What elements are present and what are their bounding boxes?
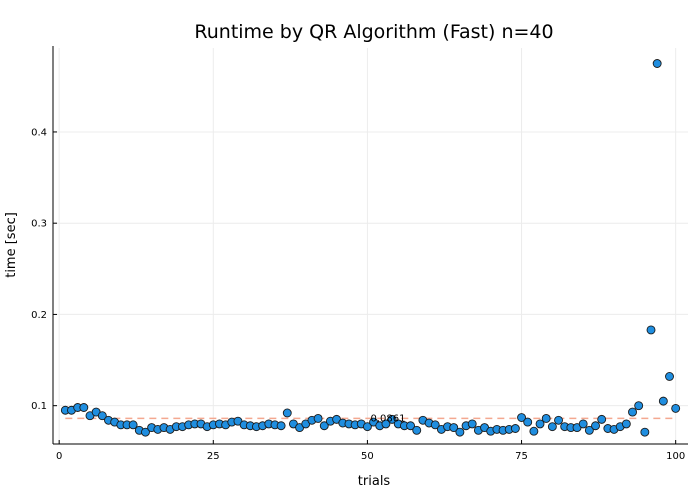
data-point	[313, 414, 323, 423]
grid-lines	[53, 48, 688, 444]
data-point	[449, 423, 459, 433]
y-tick-label: 0.4	[31, 127, 47, 138]
mean-label: 0.0861	[371, 413, 406, 424]
data-point	[141, 427, 150, 437]
x-tick-labels: 0 25 50 75 100	[56, 451, 685, 462]
data-point	[430, 420, 440, 430]
y-tick-label: 0.3	[31, 219, 47, 230]
data-point	[541, 414, 551, 423]
data-point	[554, 415, 563, 425]
chart-title: Runtime by QR Algorithm (Fast) n=40	[194, 21, 553, 43]
data-point	[628, 407, 637, 417]
data-point	[652, 59, 662, 68]
x-tick-label: 0	[56, 451, 62, 462]
data-point	[387, 414, 397, 424]
data-point	[529, 426, 539, 436]
data-point	[319, 421, 329, 431]
data-point	[578, 419, 588, 429]
data-point	[621, 419, 631, 429]
data-point	[128, 420, 138, 430]
data-point	[276, 421, 286, 431]
y-tick-labels: 0.1 0.2 0.3 0.4	[31, 127, 47, 412]
data-point	[412, 425, 422, 435]
y-tick-label: 0.1	[31, 401, 47, 412]
data-point	[591, 421, 600, 431]
data-point	[362, 422, 372, 432]
x-tick-label: 75	[515, 451, 528, 462]
data-point	[658, 396, 668, 406]
data-point	[671, 403, 681, 413]
data-point	[547, 422, 557, 432]
data-point	[282, 408, 292, 418]
data-point	[523, 417, 533, 427]
data-point	[79, 403, 89, 412]
x-axis-label: trials	[358, 474, 391, 489]
data-point	[381, 419, 391, 429]
data-point	[406, 421, 416, 431]
x-tick-label: 100	[666, 451, 685, 462]
x-tick-label: 25	[207, 451, 220, 462]
data-point	[584, 425, 594, 435]
data-points	[60, 59, 681, 437]
data-point	[510, 424, 520, 433]
data-point	[97, 411, 107, 421]
data-point	[646, 325, 656, 335]
data-point	[467, 419, 477, 429]
axes	[52, 46, 688, 445]
data-point	[517, 413, 526, 422]
data-point	[665, 372, 674, 381]
data-point	[634, 401, 644, 411]
y-axis-label: time [sec]	[4, 212, 19, 278]
data-point	[640, 427, 650, 437]
data-point	[535, 419, 545, 429]
data-point	[597, 414, 607, 424]
y-tick-label: 0.2	[31, 310, 47, 321]
x-tick-label: 50	[361, 451, 374, 462]
data-point	[455, 427, 465, 437]
